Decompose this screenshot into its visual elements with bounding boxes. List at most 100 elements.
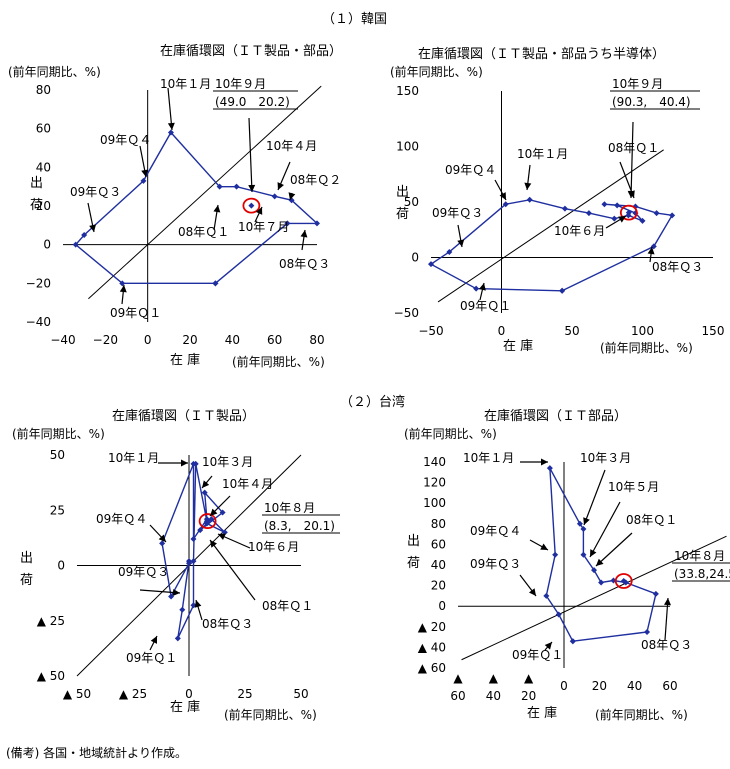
chart3-arrow-head xyxy=(194,600,202,608)
chart2-arrow-head xyxy=(627,190,635,198)
chart2-data-point xyxy=(428,261,434,268)
chart4-y-label: 出 xyxy=(407,534,420,549)
chart4-x-tick-label: 0 xyxy=(560,679,568,693)
chart3-arrow-head xyxy=(158,534,166,542)
chart4-x-tick-label: ▲ xyxy=(524,671,534,685)
chart2-x-tick-label: 0 xyxy=(498,324,506,338)
chart2-arrow-head xyxy=(618,216,626,223)
chart1-annotation: 08年Ｑ１ xyxy=(178,225,229,239)
chart4-annotation: 09年Ｑ１ xyxy=(512,648,563,662)
chart1-callout-title: 10年９月 xyxy=(215,77,266,91)
chart2-callout-title: 10年９月 xyxy=(612,77,663,91)
chart4-arrow-head xyxy=(583,517,590,525)
chart3-y-tick-label: 0 xyxy=(57,559,65,573)
chart2-data-point xyxy=(446,248,453,255)
chart4-annotation-arrow xyxy=(583,469,606,526)
chart2-data-point xyxy=(559,287,566,294)
chart2-arrow-head xyxy=(499,192,506,200)
footnote: (備考) 各国・地域統計より作成。 xyxy=(6,746,187,760)
chart4-y-tick-label: ▲ 40 xyxy=(418,640,446,654)
chart1-y-tick-label: −40 xyxy=(26,315,51,329)
chart1-data-point xyxy=(212,280,219,287)
chart2-annotation: 09年Ｑ３ xyxy=(432,206,483,220)
chart1-x-unit: (前年同期比、%) xyxy=(232,354,325,369)
chart1-x-tick-label: −40 xyxy=(50,333,75,347)
chart3-x-unit: (前年同期比、%) xyxy=(224,707,317,722)
chart3-data-point xyxy=(174,635,181,642)
chart4-data-point xyxy=(580,551,587,558)
chart4-data-point xyxy=(546,465,553,472)
chart3-data-point xyxy=(197,527,204,534)
chart2-y-tick-label: 50 xyxy=(404,195,419,209)
chart1-y-tick-label: 40 xyxy=(36,160,51,174)
chart4-data-point xyxy=(644,628,651,635)
chart2-y-tick-label: −50 xyxy=(394,306,419,320)
chart3-y-tick-label: ▲ 50 xyxy=(37,669,65,683)
chart4-data-point xyxy=(543,592,550,599)
chart3-data-point xyxy=(219,509,226,516)
chart3-y-unit: (前年同期比、%) xyxy=(12,426,105,441)
chart2-data-point xyxy=(502,201,509,208)
chart4-data-point xyxy=(580,525,587,532)
chart3-data-point xyxy=(190,558,197,565)
chart4-data-point xyxy=(591,567,598,574)
chart4-x-label: 在 庫 xyxy=(527,706,557,721)
chart4-title: 在庫循環図（ＩＴ部品） xyxy=(484,409,627,424)
chart1-arrow-head xyxy=(213,205,221,213)
chart3-highlight-circle xyxy=(198,513,217,529)
chart2-data-point xyxy=(614,202,621,209)
chart4-callout-title: 10年８月 xyxy=(674,549,725,563)
chart2-annotation-arrow xyxy=(630,121,634,199)
chart3-y-tick-label: 50 xyxy=(50,448,65,462)
chart2-y-label: 荷 xyxy=(396,207,409,222)
chart4-y-tick-label: 120 xyxy=(423,476,446,490)
chart2-annotation: 08年Ｑ１ xyxy=(608,141,659,155)
chart1-callout-value: (49.0 20.2) xyxy=(215,95,290,109)
chart3-y-tick-label: ▲ 25 xyxy=(37,614,65,628)
chart1-y-label: 荷 xyxy=(30,198,43,213)
chart2-y-label: 出 xyxy=(396,185,409,200)
chart4-y-tick-label: 80 xyxy=(431,517,446,531)
chart1-annotation: 09年Ｑ１ xyxy=(110,306,161,320)
chart1-data-point xyxy=(284,220,291,227)
chart1-data-point xyxy=(81,232,88,238)
chart3-highlight-point xyxy=(204,518,211,525)
chart4-annotation-arrow xyxy=(664,597,669,641)
chart1-arrow-head xyxy=(141,169,149,177)
chart1-arrow-head xyxy=(248,184,256,192)
chart4-series-line xyxy=(545,467,657,642)
chart1-x-tick-label: 60 xyxy=(267,333,282,347)
chart4-annotation-arrow xyxy=(589,501,621,558)
chart2-annotation: 08年Ｑ３ xyxy=(652,260,703,274)
chart1-highlight-point xyxy=(248,202,255,209)
chart4-x-tick-label: 20 xyxy=(521,689,536,703)
chart4-data-point xyxy=(552,551,559,558)
chart3-y-tick-label: 25 xyxy=(50,503,65,517)
chart3-series-line xyxy=(161,463,226,639)
chart2-annotation: 10年６月 xyxy=(554,224,605,238)
chart3-x-tick-label: 50 xyxy=(293,687,308,701)
chart1-x-tick-label: −20 xyxy=(93,333,118,347)
chart1-arrow-head xyxy=(255,207,263,215)
chart2-y-unit: (前年同期比、%) xyxy=(390,64,483,79)
chart3-callout-value: (8.3, 20.1) xyxy=(264,519,335,533)
chart3-x-label: 在 庫 xyxy=(170,700,200,715)
chart1-x-tick-label: 40 xyxy=(225,333,240,347)
chart4-x-tick-label: 60 xyxy=(450,689,465,703)
chart3-callout-title: 10年８月 xyxy=(264,501,315,515)
chart4-annotation: 10年３月 xyxy=(580,451,631,465)
chart1-annotation: 10年７月 xyxy=(238,220,289,234)
chart2-guide-line xyxy=(437,149,664,303)
chart2-data-point xyxy=(669,212,676,219)
chart2-data-point xyxy=(611,215,618,222)
chart3-data-point xyxy=(179,606,186,613)
chart1-arrow-head xyxy=(288,192,296,200)
chart2-data-point xyxy=(585,210,592,217)
chart3-y-label: 出 xyxy=(20,551,33,566)
chart1-data-point xyxy=(233,183,240,190)
chart4-x-unit: (前年同期比、%) xyxy=(595,707,688,722)
chart3-data-point xyxy=(190,460,197,467)
chart1-x-label: 在 庫 xyxy=(170,353,200,368)
chart1-x-tick-label: 20 xyxy=(182,333,197,347)
